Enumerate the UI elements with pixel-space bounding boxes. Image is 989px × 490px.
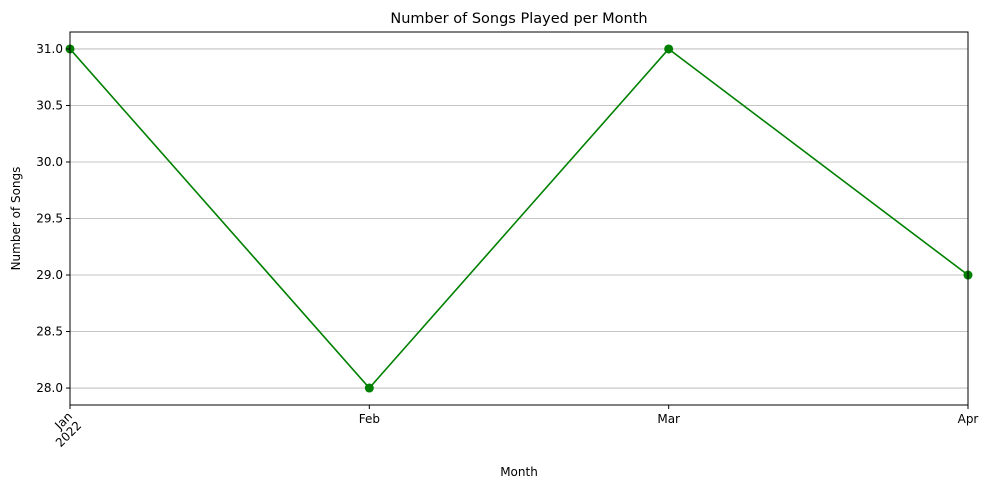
series-layer [65, 44, 973, 393]
y-tick-label: 31.0 [36, 42, 63, 56]
data-point-marker [364, 383, 374, 393]
x-axis-label: Month [500, 465, 538, 479]
y-tick-label: 30.5 [36, 98, 63, 112]
x-tick-label: Feb [359, 412, 380, 426]
series-line [69, 48, 969, 389]
x-tick-label: Mar [657, 412, 680, 426]
data-point-marker [664, 44, 674, 54]
y-axis: 28.0 28.5 29.0 29.5 30.0 30.5 31.0 [36, 42, 70, 395]
x-tick-label: Apr [958, 412, 979, 426]
y-tick-label: 29.5 [36, 212, 63, 226]
y-tick-label: 30.0 [36, 155, 63, 169]
y-tick-label: 28.5 [36, 325, 63, 339]
y-tick-label: 28.0 [36, 381, 63, 395]
chart-title: Number of Songs Played per Month [390, 11, 647, 27]
y-axis-label: Number of Songs [9, 167, 23, 271]
y-tick-label: 29.0 [36, 268, 63, 282]
